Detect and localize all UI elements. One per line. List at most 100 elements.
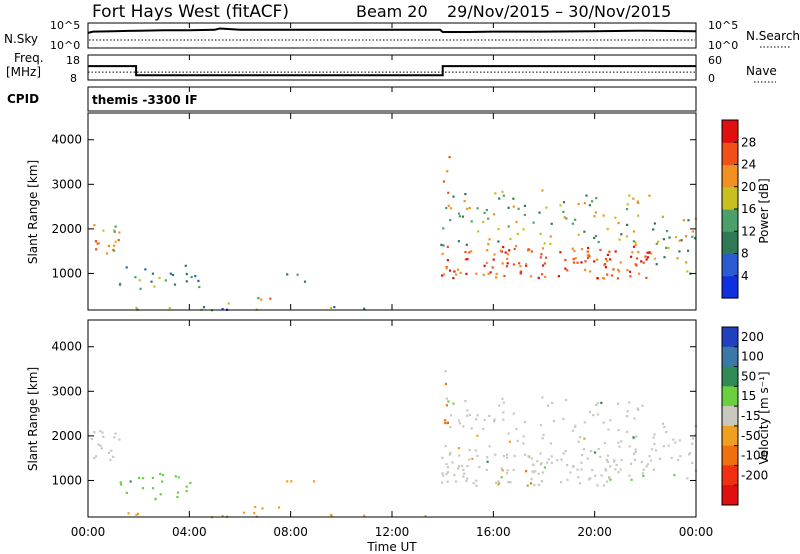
heatmap-cell	[536, 460, 539, 463]
heatmap-cell	[637, 272, 641, 275]
heatmap-cell	[634, 448, 637, 451]
heatmap-cell	[493, 420, 496, 423]
heatmap-cell	[540, 480, 544, 483]
heatmap-cell	[486, 249, 489, 252]
heatmap-cell	[637, 201, 640, 204]
y-tick-label: 1000	[51, 266, 82, 280]
heatmap-cell	[502, 194, 505, 197]
heatmap-cell	[506, 257, 509, 260]
heatmap-cell	[633, 458, 636, 461]
heatmap-cell	[636, 200, 639, 203]
heatmap-cell	[631, 251, 634, 254]
heatmap-cell	[176, 491, 180, 494]
heatmap-cell	[596, 258, 599, 261]
heatmap-cell	[667, 246, 670, 249]
heatmap-cell	[628, 270, 632, 273]
heatmap-cell	[483, 418, 486, 421]
heatmap-cell	[653, 433, 656, 436]
heatmap-cell	[446, 245, 449, 248]
heatmap-cell	[634, 450, 637, 453]
heatmap-cell	[424, 515, 427, 518]
heatmap-cell	[589, 270, 592, 273]
heatmap-cell	[99, 429, 102, 433]
y-tick-label: 4000	[51, 340, 82, 354]
heatmap-cell	[441, 472, 444, 475]
freq-tick-top: 18	[66, 54, 80, 67]
heatmap-cell	[515, 245, 518, 248]
nsearch-tick-bottom: 10^0	[708, 39, 738, 52]
heatmap-cell	[482, 220, 485, 224]
heatmap-cell	[655, 242, 658, 245]
heatmap-cell	[648, 455, 651, 458]
heatmap-cell	[602, 421, 605, 424]
heatmap-cell	[559, 251, 562, 254]
heatmap-cell	[486, 456, 489, 459]
colorbar-swatch	[722, 366, 738, 387]
heatmap-cell	[608, 475, 611, 479]
heatmap-cell	[545, 206, 548, 209]
heatmap-cell	[538, 211, 541, 214]
heatmap-cell	[457, 467, 460, 470]
heatmap-cell	[582, 448, 586, 451]
heatmap-cell	[501, 469, 504, 472]
heatmap-cell	[503, 274, 506, 278]
colorbar-tick-label: 24	[741, 158, 756, 172]
heatmap-cell	[161, 474, 164, 477]
heatmap-cell	[587, 253, 590, 257]
x-tick-label: 16:00	[476, 525, 511, 539]
heatmap-cell	[466, 258, 469, 261]
heatmap-cell	[459, 271, 462, 274]
heatmap-cell	[502, 454, 506, 458]
heatmap-cell	[107, 451, 111, 454]
heatmap-cell	[97, 443, 100, 446]
heatmap-cell	[572, 261, 576, 264]
heatmap-cell	[185, 272, 188, 276]
heatmap-cell	[618, 270, 621, 273]
heatmap-cell	[661, 422, 664, 425]
colorbar-tick-label: 4	[741, 269, 749, 283]
heatmap-cell	[498, 197, 501, 200]
heatmap-cell	[556, 459, 559, 462]
heatmap-cell	[600, 474, 603, 477]
heatmap-cell	[642, 261, 645, 264]
colorbar-tick-label: 12	[741, 224, 756, 238]
colorbar-swatch	[722, 465, 738, 486]
heatmap-cell	[530, 457, 533, 460]
heatmap-cell	[572, 258, 575, 261]
colorbar-tick-label: -100	[741, 449, 768, 463]
heatmap-cell	[540, 462, 543, 465]
heatmap-cell	[546, 404, 550, 407]
heatmap-cell	[466, 409, 469, 412]
heatmap-cell	[591, 200, 594, 203]
heatmap-cell	[571, 429, 574, 432]
heatmap-cell	[112, 244, 116, 247]
heatmap-cell	[606, 480, 609, 483]
heatmap-cell	[114, 432, 117, 435]
colorbar-swatch	[722, 142, 738, 166]
heatmap-cell	[442, 474, 445, 477]
heatmap-cell	[580, 248, 584, 251]
heatmap-cell	[653, 222, 656, 225]
heatmap-cell	[541, 396, 544, 399]
heatmap-cell	[458, 454, 461, 457]
freq-tick-bottom: 8	[70, 72, 77, 85]
heatmap-cell	[500, 476, 503, 479]
heatmap-cell	[566, 269, 569, 272]
heatmap-cell	[632, 240, 635, 243]
heatmap-cell	[476, 207, 479, 210]
heatmap-cell	[507, 481, 510, 484]
heatmap-cell	[151, 476, 154, 479]
colorbar-tick-label: 20	[741, 180, 756, 194]
heatmap-cell	[464, 400, 467, 403]
freq-series-line	[88, 65, 696, 77]
heatmap-cell	[606, 228, 609, 231]
heatmap-cell	[471, 457, 474, 460]
heatmap-cell	[657, 240, 660, 243]
heatmap-cell	[464, 258, 467, 261]
heatmap-cell	[445, 265, 448, 269]
heatmap-cell	[119, 481, 122, 484]
heatmap-cell	[461, 215, 464, 218]
colorbar-swatch	[722, 120, 738, 143]
x-tick-label: 20:00	[577, 525, 612, 539]
heatmap-cell	[579, 482, 582, 485]
